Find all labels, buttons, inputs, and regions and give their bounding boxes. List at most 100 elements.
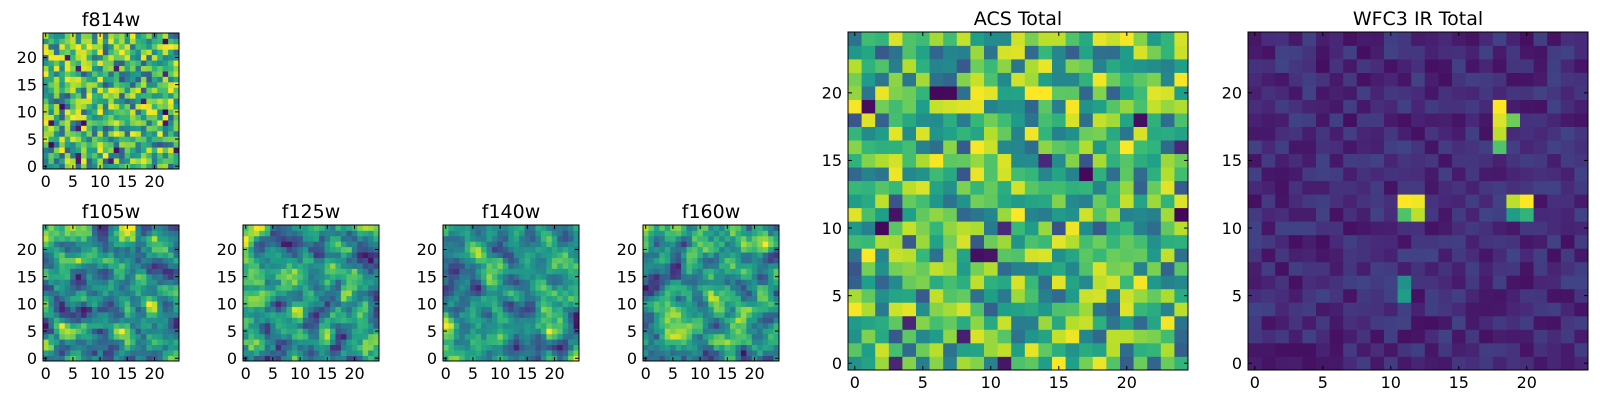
heatmap-cell bbox=[59, 103, 66, 110]
heatmap-cell bbox=[75, 43, 82, 50]
heatmap-cell bbox=[746, 252, 753, 258]
heatmap-cell bbox=[1438, 167, 1453, 182]
heatmap-cell bbox=[248, 235, 255, 242]
heatmap-cell bbox=[740, 252, 747, 258]
heatmap-cell bbox=[91, 230, 98, 237]
heatmap-cell bbox=[291, 312, 298, 318]
heatmap-cell bbox=[70, 306, 76, 313]
heatmap-cell bbox=[313, 252, 320, 258]
heatmap-cell bbox=[1424, 194, 1439, 209]
heatmap-cell bbox=[502, 263, 509, 269]
heatmap-cell bbox=[675, 295, 682, 302]
heatmap-cell bbox=[248, 328, 255, 335]
heatmap-cell bbox=[443, 235, 449, 242]
x-tick-label: 20 bbox=[344, 364, 364, 383]
heatmap-cell bbox=[943, 234, 958, 249]
heatmap-cell bbox=[48, 38, 55, 45]
heatmap-cell bbox=[1397, 32, 1412, 46]
heatmap-cell bbox=[319, 284, 325, 291]
x-tick-label: 10 bbox=[981, 373, 1001, 392]
heatmap-cell bbox=[1133, 342, 1148, 357]
heatmap-cell bbox=[861, 72, 876, 87]
heatmap-cell bbox=[113, 71, 120, 77]
heatmap-cell bbox=[540, 350, 547, 356]
heatmap-cell bbox=[719, 252, 725, 258]
heatmap-cell bbox=[297, 268, 304, 275]
heatmap-cell bbox=[540, 290, 547, 297]
x-tick-label: 0 bbox=[641, 364, 651, 383]
heatmap-cell bbox=[146, 284, 153, 291]
heatmap-cell bbox=[146, 76, 153, 83]
y-tick-label: 20 bbox=[1222, 84, 1242, 103]
heatmap-cell bbox=[168, 235, 174, 242]
heatmap-cell bbox=[1147, 72, 1162, 87]
heatmap-cell bbox=[91, 328, 98, 335]
heatmap-cell bbox=[119, 103, 125, 110]
heatmap-cell bbox=[330, 252, 336, 258]
heatmap-cell bbox=[1133, 261, 1148, 276]
heatmap-cell bbox=[243, 257, 249, 264]
heatmap-cell bbox=[1574, 32, 1589, 46]
heatmap-cell bbox=[653, 355, 660, 362]
heatmap-cell bbox=[264, 235, 271, 242]
heatmap-cell bbox=[675, 290, 682, 297]
heatmap-cell bbox=[546, 230, 553, 237]
heatmap-cell bbox=[173, 158, 180, 164]
heatmap-cell bbox=[1248, 302, 1262, 317]
heatmap-cell bbox=[81, 273, 87, 280]
heatmap-cell bbox=[253, 252, 260, 258]
heatmap-cell bbox=[319, 339, 325, 346]
heatmap-cell bbox=[762, 312, 769, 318]
heatmap-cell bbox=[297, 312, 304, 318]
heatmap-cell bbox=[464, 273, 471, 280]
heatmap-cell bbox=[86, 49, 93, 56]
heatmap-cell bbox=[335, 246, 342, 253]
heatmap-cell bbox=[319, 350, 325, 356]
x-tick-label: 15 bbox=[517, 364, 537, 383]
heatmap-cell bbox=[768, 235, 774, 242]
heatmap-cell bbox=[730, 279, 736, 286]
heatmap-cell bbox=[264, 241, 271, 248]
heatmap-cell bbox=[140, 230, 147, 237]
heatmap-cell bbox=[443, 333, 449, 340]
heatmap-cell bbox=[1316, 113, 1330, 127]
heatmap-cell bbox=[308, 312, 315, 318]
heatmap-cell bbox=[1329, 234, 1344, 249]
heatmap-cell bbox=[86, 339, 93, 346]
heatmap-cell bbox=[1506, 140, 1521, 155]
heatmap-cell bbox=[470, 295, 476, 302]
heatmap-cell bbox=[453, 268, 460, 275]
heatmap-cell bbox=[151, 317, 158, 324]
heatmap-cell bbox=[762, 279, 769, 286]
heatmap-cell bbox=[1492, 275, 1507, 290]
heatmap-cell bbox=[861, 234, 876, 249]
heatmap-cell bbox=[1024, 315, 1039, 330]
heatmap-cell bbox=[119, 60, 125, 66]
heatmap-cell bbox=[130, 333, 136, 340]
heatmap-cell bbox=[335, 268, 342, 275]
heatmap-cell bbox=[730, 333, 736, 340]
panel-title: ACS Total bbox=[974, 8, 1062, 30]
heatmap-cell bbox=[848, 234, 862, 249]
heatmap-cell bbox=[691, 301, 698, 307]
heatmap-cell bbox=[124, 120, 131, 126]
heatmap-cell bbox=[1533, 248, 1548, 263]
heatmap-cell bbox=[546, 225, 553, 231]
heatmap-cell bbox=[730, 268, 736, 275]
heatmap-cell bbox=[1147, 261, 1162, 276]
heatmap-cell bbox=[1147, 207, 1162, 222]
heatmap-cell bbox=[670, 273, 676, 280]
heatmap-cell bbox=[568, 317, 574, 324]
heatmap-cell bbox=[875, 261, 890, 276]
heatmap-cell bbox=[135, 87, 142, 94]
heatmap-cell bbox=[173, 257, 180, 264]
heatmap-cell bbox=[43, 98, 49, 105]
heatmap-cell bbox=[708, 263, 715, 269]
heatmap-cell bbox=[1160, 59, 1175, 73]
heatmap-cell bbox=[43, 257, 49, 264]
heatmap-cell bbox=[162, 43, 169, 50]
heatmap-cell bbox=[540, 230, 547, 237]
heatmap-cell bbox=[102, 76, 109, 83]
heatmap-cell bbox=[119, 125, 125, 132]
heatmap-cell bbox=[53, 317, 60, 324]
